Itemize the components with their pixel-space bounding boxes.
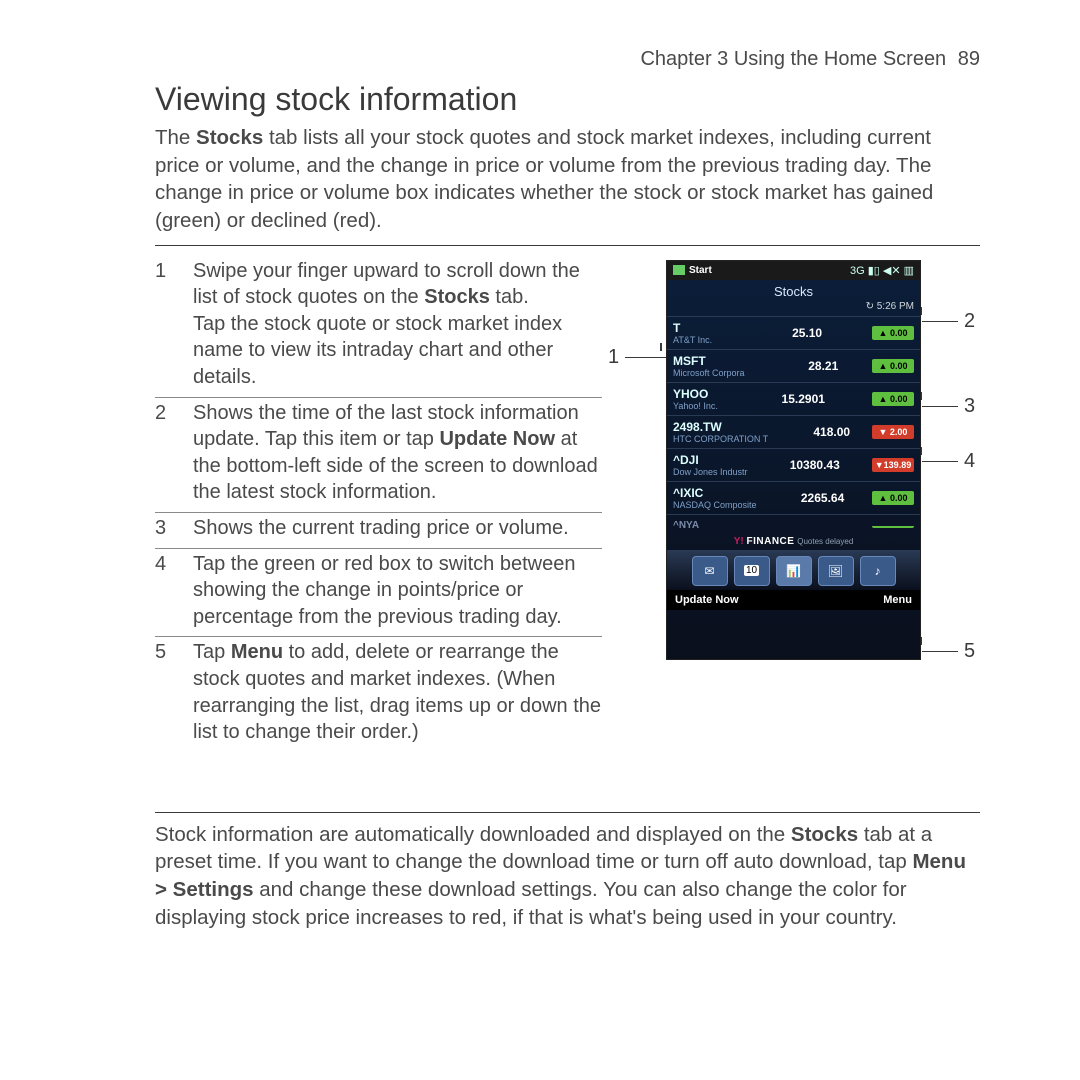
stock-row[interactable]: MSFTMicrosoft Corpora 28.21 ▲ 0.00 (667, 349, 920, 382)
callout-4-label: 4 (964, 450, 975, 473)
home-tab-bar[interactable]: ✉ 10 📊 🖼 ♪ (667, 550, 920, 590)
phone-screenshot: Start 3G ▮▯ ◀✕ ▥ Stocks ↻ 5:26 PM TAT&T … (666, 260, 921, 660)
stock-company: Yahoo! Inc. (673, 401, 718, 411)
annotation-text: Tap Menu to add, delete or rearrange the… (193, 639, 602, 745)
start-label[interactable]: Start (689, 265, 712, 276)
annotation-list: 1Swipe your finger upward to scroll down… (155, 256, 602, 752)
stock-symbol: T (673, 321, 712, 335)
stock-row-partial[interactable]: ^NYA (667, 514, 920, 533)
stock-change-box[interactable]: ▼ 2.00 (872, 425, 914, 439)
stock-row[interactable]: TAT&T Inc. 25.10 ▲ 0.00 (667, 316, 920, 349)
callout-1: 1 (608, 346, 667, 369)
callout-3-label: 3 (964, 395, 975, 418)
annotation-item: 1Swipe your finger upward to scroll down… (155, 256, 602, 398)
chapter-label: Chapter 3 (640, 48, 728, 70)
page-header: Chapter 3 Using the Home Screen 89 (155, 48, 980, 71)
callout-1-label: 1 (608, 346, 619, 369)
stock-price: 25.10 (762, 326, 822, 340)
soft-key-bar: Update Now Menu (667, 590, 920, 610)
stock-row[interactable]: ^DJIDow Jones Industr 10380.43 ▼139.89 (667, 448, 920, 481)
tab-calendar-badge: 10 (744, 565, 759, 576)
stock-row[interactable]: 2498.TWHTC CORPORATION T 418.00 ▼ 2.00 (667, 415, 920, 448)
stock-company: Dow Jones Industr (673, 467, 748, 477)
annotation-text: Shows the time of the last stock informa… (193, 400, 602, 506)
finance-brand-label: FINANCE (747, 536, 795, 547)
stock-company: Microsoft Corpora (673, 368, 745, 378)
status-icon-cluster: 3G ▮▯ ◀✕ ▥ (850, 264, 914, 277)
stock-company: NASDAQ Composite (673, 500, 757, 510)
annotation-number: 1 (155, 258, 193, 391)
intro-paragraph: The Stocks tab lists all your stock quot… (155, 124, 980, 235)
stock-price: 2265.64 (784, 491, 844, 505)
status-bar: Start 3G ▮▯ ◀✕ ▥ (667, 261, 920, 280)
stock-change-box[interactable]: ▲ 0.00 (872, 392, 914, 406)
tab-mail[interactable]: ✉ (692, 556, 728, 586)
annotation-number: 5 (155, 639, 193, 745)
stock-price: 418.00 (790, 425, 850, 439)
callout-2: 2 (922, 310, 975, 333)
callout-5: 5 (922, 640, 975, 663)
refresh-icon: ↻ (866, 301, 874, 312)
annotation-item: 5Tap Menu to add, delete or rearrange th… (155, 637, 602, 751)
callout-3: 3 (922, 395, 975, 418)
annotation-item: 3Shows the current trading price or volu… (155, 513, 602, 549)
stock-change-box[interactable]: ▲ 0.00 (872, 359, 914, 373)
stock-change-box[interactable]: ▲ 0.00 (872, 491, 914, 505)
annotation-number: 3 (155, 515, 193, 542)
stock-row[interactable]: YHOOYahoo! Inc. 15.2901 ▲ 0.00 (667, 382, 920, 415)
stock-price: 15.2901 (765, 392, 825, 406)
stock-symbol: ^NYA (673, 520, 699, 531)
finance-sub-label: Quotes delayed (797, 537, 853, 546)
status-icons: 3G ▮▯ ◀✕ ▥ (850, 264, 914, 277)
stock-change-box[interactable]: ▲ 0.00 (872, 326, 914, 340)
stock-change-box[interactable]: ▼139.89 (872, 458, 914, 472)
page-title: Viewing stock information (155, 81, 980, 118)
annotation-item: 4Tap the green or red box to switch betw… (155, 549, 602, 638)
callout-5-label: 5 (964, 640, 975, 663)
callout-4: 4 (922, 450, 975, 473)
stock-symbol: ^IXIC (673, 486, 757, 500)
stock-list[interactable]: TAT&T Inc.25.10▲ 0.00MSFTMicrosoft Corpo… (667, 316, 920, 514)
outro-paragraph: Stock information are automatically down… (155, 812, 980, 932)
annotation-number: 4 (155, 551, 193, 631)
tab-photos[interactable]: 🖼 (818, 556, 854, 586)
tab-stocks[interactable]: 📊 (776, 556, 812, 586)
stock-symbol: YHOO (673, 387, 718, 401)
annotation-number: 2 (155, 400, 193, 506)
update-now-button[interactable]: Update Now (675, 594, 739, 606)
tab-music[interactable]: ♪ (860, 556, 896, 586)
callout-2-label: 2 (964, 310, 975, 333)
stocks-tab-title: Stocks (667, 280, 920, 301)
stock-company: HTC CORPORATION T (673, 434, 768, 444)
update-time[interactable]: ↻ 5:26 PM (667, 301, 920, 316)
stock-price: 28.21 (778, 359, 838, 373)
stock-symbol: MSFT (673, 354, 745, 368)
stock-price: 10380.43 (780, 458, 840, 472)
annotation-text: Shows the current trading price or volum… (193, 515, 602, 542)
menu-button[interactable]: Menu (883, 594, 912, 606)
finance-attribution: Y! FINANCE Quotes delayed (667, 533, 920, 550)
page-number: 89 (958, 48, 980, 70)
tab-calendar[interactable]: 10 (734, 556, 770, 586)
stock-company: AT&T Inc. (673, 335, 712, 345)
stock-symbol: ^DJI (673, 453, 748, 467)
annotation-item: 2Shows the time of the last stock inform… (155, 398, 602, 513)
stock-symbol: 2498.TW (673, 420, 768, 434)
annotation-text: Tap the green or red box to switch betwe… (193, 551, 602, 631)
annotation-text: Swipe your finger upward to scroll down … (193, 258, 602, 391)
update-time-text: 5:26 PM (877, 301, 914, 312)
stock-row[interactable]: ^IXICNASDAQ Composite 2265.64 ▲ 0.00 (667, 481, 920, 514)
yahoo-mark-icon: Y! (734, 536, 744, 547)
section-title: Using the Home Screen (734, 48, 946, 70)
start-flag-icon (673, 265, 685, 275)
